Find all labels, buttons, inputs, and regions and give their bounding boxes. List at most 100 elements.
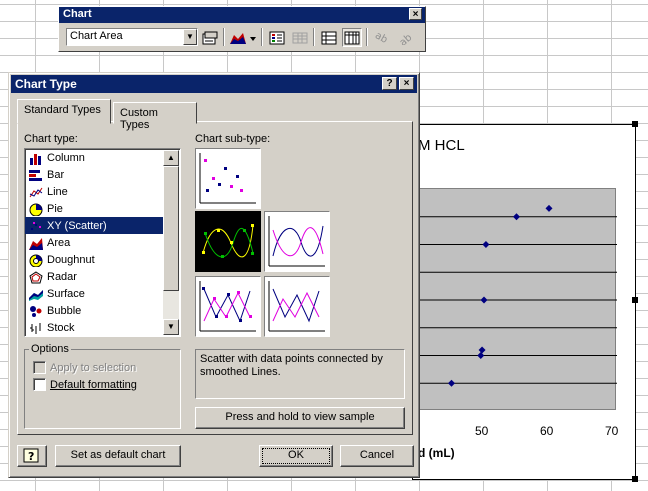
by-row-button[interactable] [319, 28, 339, 47]
angle-text-upward-button[interactable]: ab [395, 28, 415, 47]
chart-resize-handle-bottom-right[interactable] [632, 476, 638, 482]
help-title-button[interactable]: ? [382, 77, 397, 90]
tab-custom-types-label: Custom Types [120, 107, 158, 131]
apply-to-selection-checkbox[interactable]: Apply to selection [33, 361, 136, 374]
area-chart-type-icon [29, 237, 43, 250]
chart-type-item-column[interactable]: Column [25, 149, 167, 166]
area-chart-icon [230, 32, 256, 44]
chart-type-item-label: XY (Scatter) [47, 220, 107, 232]
legend-button[interactable] [267, 28, 287, 47]
chart-type-item-label: Area [47, 237, 71, 249]
chart-type-item-xy-scatter[interactable]: XY (Scatter) [25, 217, 167, 234]
angle-text-downward-button[interactable]: ab [372, 28, 392, 47]
set-as-default-chart-button[interactable]: Set as default chart [55, 445, 181, 467]
radar-chart-icon [29, 270, 43, 284]
dialog-title: Chart Type [15, 77, 77, 91]
press-hold-sample-label: Press and hold to view sample [225, 411, 375, 423]
chart-type-item-bubble[interactable]: Bubble [25, 302, 167, 319]
options-group [24, 349, 181, 429]
format-chart-area-button[interactable] [200, 28, 220, 47]
x-tick-label-50: 50 [475, 424, 489, 438]
toolbar-close-button[interactable]: × [409, 8, 422, 20]
data-point[interactable] [482, 241, 490, 248]
chart-type-label: Chart type: [24, 133, 78, 145]
by-row-icon [321, 31, 337, 44]
default-formatting-box[interactable] [33, 378, 46, 391]
scroll-thumb[interactable] [163, 166, 179, 291]
press-hold-sample-button[interactable]: Press and hold to view sample [195, 407, 405, 429]
data-table-button[interactable] [290, 28, 310, 47]
chart-type-item-bar[interactable]: Bar [25, 166, 167, 183]
cancel-label: Cancel [359, 449, 395, 461]
default-formatting-checkbox[interactable]: Default formatting [33, 378, 137, 391]
subtype-scatter-lines[interactable] [264, 276, 330, 337]
surface-chart-icon [29, 288, 43, 301]
svg-text:ab: ab [398, 32, 413, 45]
standard-types-panel [17, 121, 413, 435]
chart-type-item-label: Bar [47, 169, 65, 181]
pie-chart-icon [29, 203, 43, 216]
chart-resize-handle-top-right[interactable] [632, 121, 638, 127]
chart-type-item-pie[interactable]: Pie [25, 200, 167, 217]
chart-type-item-line[interactable]: Line [25, 183, 167, 200]
chart-title[interactable]: M HCL [418, 137, 465, 154]
chevron-down-icon[interactable]: ▼ [183, 29, 197, 45]
apply-to-selection-box[interactable] [33, 361, 46, 374]
chart-type-item-area[interactable]: Area [25, 234, 167, 251]
scatter-smoothed-lines-icon [268, 216, 325, 267]
toolbar-title: Chart [63, 8, 92, 20]
data-point[interactable] [480, 296, 488, 304]
chart-type-item-label: Radar [47, 271, 77, 283]
ok-button[interactable]: OK [259, 445, 333, 467]
chart-type-item-surface[interactable]: Surface [25, 285, 167, 302]
cancel-button[interactable]: Cancel [340, 445, 414, 467]
data-point[interactable] [513, 213, 520, 221]
office-assistant-button[interactable]: ? [17, 445, 47, 467]
data-point[interactable] [477, 352, 485, 359]
tab-custom-types[interactable]: Custom Types [113, 102, 197, 131]
chart-type-item-stock[interactable]: Stock [25, 319, 167, 336]
scatter-chart-icon [29, 220, 43, 233]
ok-label: OK [288, 449, 304, 461]
chart-type-item-label: Stock [47, 322, 75, 334]
chart-type-button[interactable] [228, 28, 258, 47]
by-column-button[interactable] [342, 28, 362, 47]
data-point[interactable] [478, 346, 486, 354]
scroll-up-icon[interactable]: ▲ [163, 150, 179, 166]
column-chart-icon [29, 152, 43, 165]
line-chart-icon [29, 186, 43, 199]
chart-type-item-doughnut[interactable]: Doughnut [25, 251, 167, 268]
angle-text-downward-icon: ab [374, 31, 389, 45]
chart-type-item-label: Column [47, 152, 85, 164]
chart-type-listbox[interactable]: Column Bar Line Pie XY (Scatter) Area Doughnut… [24, 148, 181, 337]
toolbar-titlebar[interactable]: Chart × [59, 7, 425, 23]
chart-type-item-radar[interactable]: Radar [25, 268, 167, 285]
scroll-down-icon[interactable]: ▼ [163, 319, 179, 335]
data-table-icon [292, 32, 308, 43]
chart-subtype-label: Chart sub-type: [195, 133, 271, 145]
x-axis-title[interactable]: d (mL) [418, 446, 455, 460]
chart-resize-handle-right[interactable] [632, 297, 638, 303]
format-chart-area-icon [202, 31, 218, 44]
angle-text-upward-icon: ab [398, 32, 413, 45]
plot-area[interactable] [418, 188, 617, 410]
tab-standard-types[interactable]: Standard Types [17, 99, 111, 124]
chart-objects-dropdown[interactable]: Chart Area ▼ [66, 28, 198, 46]
subtype-scatter-lines-markers[interactable] [195, 276, 261, 337]
bubble-chart-icon [29, 305, 43, 318]
dialog-close-button[interactable]: × [399, 77, 414, 90]
chart-toolbar[interactable]: Chart × Chart Area ▼ ab [58, 6, 426, 52]
chart-type-item-label: Bubble [47, 305, 82, 317]
subtype-scatter-markers[interactable] [195, 148, 261, 209]
chart-type-dialog[interactable]: Chart Type ? × Standard Types Custom Typ… [8, 72, 420, 478]
bar-chart-icon [29, 169, 43, 182]
subtype-scatter-smoothed-markers[interactable] [195, 211, 261, 272]
dialog-titlebar[interactable]: Chart Type ? × [11, 75, 417, 93]
x-tick-label-60: 60 [540, 424, 554, 438]
scatter-markers-icon [199, 153, 256, 204]
listbox-scrollbar[interactable]: ▲ ▼ [163, 150, 179, 335]
subtype-scatter-smoothed-lines[interactable] [264, 211, 330, 272]
scatter-plot [419, 204, 617, 387]
data-point[interactable] [448, 379, 455, 387]
data-point[interactable] [545, 204, 553, 212]
